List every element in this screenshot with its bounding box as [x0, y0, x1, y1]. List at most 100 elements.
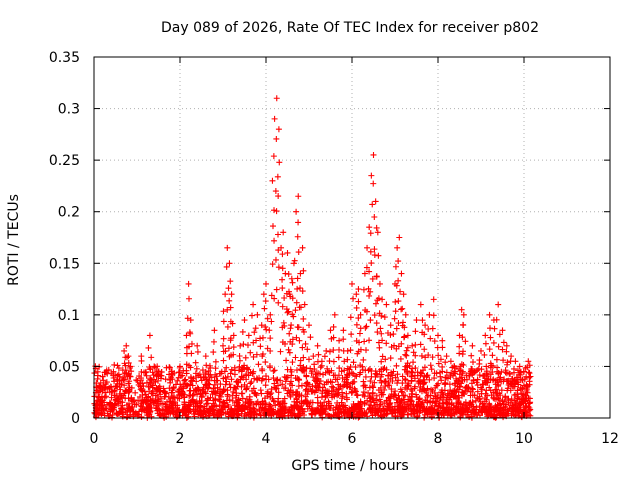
roti-point	[521, 406, 528, 413]
roti-point	[512, 358, 519, 365]
roti-point	[309, 399, 316, 406]
roti-point	[317, 400, 324, 407]
roti-point	[442, 359, 449, 366]
roti-point	[285, 271, 292, 278]
roti-point	[212, 358, 219, 365]
roti-point	[395, 277, 402, 284]
roti-point	[372, 406, 379, 413]
roti-point	[458, 306, 465, 313]
y-tick-label: 0.2	[58, 205, 80, 221]
roti-point	[300, 326, 307, 333]
roti-point	[316, 370, 323, 377]
roti-point	[330, 323, 337, 330]
roti-point	[225, 285, 232, 292]
roti-point	[427, 335, 434, 342]
roti-point	[375, 295, 382, 302]
roti-point	[464, 408, 471, 415]
roti-point	[339, 389, 346, 396]
roti-point	[398, 340, 405, 347]
roti-point	[482, 340, 489, 347]
roti-point	[376, 396, 383, 403]
roti-point	[186, 403, 193, 410]
roti-point	[230, 388, 237, 395]
roti-point	[279, 413, 286, 420]
roti-point	[212, 403, 219, 410]
roti-point	[121, 382, 128, 389]
roti-point	[494, 401, 501, 408]
roti-point	[523, 386, 530, 393]
roti-point	[367, 230, 374, 237]
roti-point	[448, 401, 455, 408]
roti-point	[352, 364, 359, 371]
roti-point	[290, 313, 297, 320]
roti-point	[362, 367, 369, 374]
roti-point	[374, 229, 381, 236]
roti-point	[469, 385, 476, 392]
roti-point	[330, 372, 337, 379]
roti-point	[404, 370, 411, 377]
roti-point	[525, 395, 532, 402]
roti-point	[146, 364, 153, 371]
roti-point	[399, 319, 406, 326]
roti-point	[372, 198, 379, 205]
roti-point	[367, 248, 374, 255]
roti-point	[474, 382, 481, 389]
roti-point	[315, 351, 322, 358]
x-tick-label: 8	[434, 431, 443, 447]
roti-point	[222, 381, 229, 388]
roti-point	[427, 362, 434, 369]
roti-point	[526, 407, 533, 414]
roti-point	[321, 353, 328, 360]
roti-point	[432, 395, 439, 402]
roti-point	[202, 353, 209, 360]
roti-point	[145, 344, 152, 351]
roti-point	[468, 380, 475, 387]
roti-point	[424, 411, 431, 418]
roti-point	[395, 320, 402, 327]
roti-point	[138, 387, 145, 394]
roti-point	[360, 356, 367, 363]
roti-point	[308, 411, 315, 418]
roti-point	[297, 408, 304, 415]
roti-point	[347, 314, 354, 321]
roti-point	[305, 356, 312, 363]
roti-point	[94, 401, 101, 408]
roti-point	[366, 292, 373, 299]
roti-point	[442, 374, 449, 381]
roti-point	[357, 311, 364, 318]
roti-point	[177, 363, 183, 370]
roti-point	[447, 372, 454, 379]
roti-point	[504, 359, 511, 366]
roti-point	[203, 362, 210, 369]
roti-point	[247, 369, 254, 376]
roti-point	[453, 375, 460, 382]
roti-point	[495, 343, 502, 350]
roti-point	[253, 351, 260, 358]
roti-point	[460, 311, 467, 318]
roti-point	[429, 354, 436, 361]
roti-point	[125, 353, 132, 360]
roti-point	[290, 260, 297, 267]
roti-point	[366, 224, 373, 231]
roti-point	[233, 390, 240, 397]
roti-point	[362, 324, 369, 331]
roti-point	[175, 407, 182, 414]
roti-point	[370, 180, 377, 187]
roti-point	[410, 349, 417, 356]
roti-point	[102, 369, 109, 376]
roti-point	[462, 338, 469, 345]
roti-point	[474, 411, 481, 418]
roti-point	[266, 401, 273, 408]
roti-point	[240, 341, 247, 348]
roti-point	[115, 365, 122, 372]
roti-point	[343, 390, 350, 397]
roti-point	[482, 332, 489, 339]
roti-point	[187, 392, 194, 399]
roti-point	[508, 353, 515, 360]
roti-point	[368, 367, 375, 374]
roti-point	[439, 344, 446, 351]
roti-point	[409, 390, 416, 397]
roti-point	[167, 375, 174, 382]
roti-point	[469, 359, 476, 366]
roti-point	[273, 208, 280, 215]
